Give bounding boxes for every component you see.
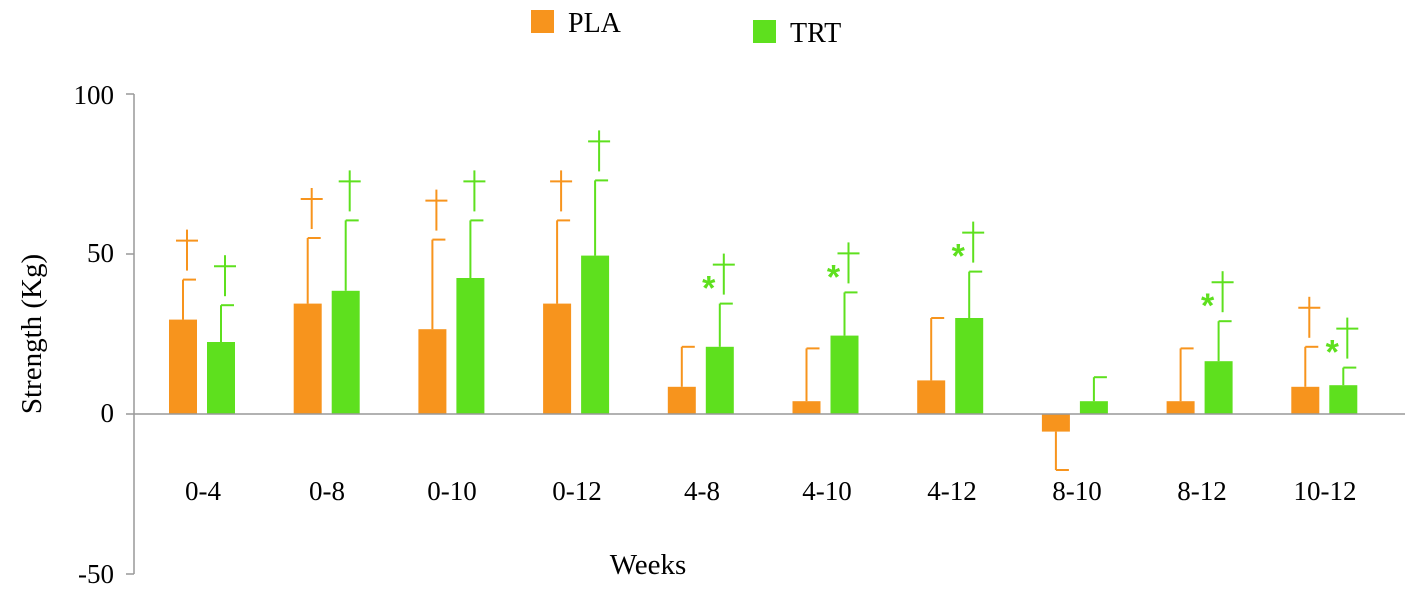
- bar-trt: [331, 290, 360, 414]
- x-axis-title: Weeks: [610, 549, 687, 581]
- category-label: 0-8: [309, 476, 345, 506]
- bar-pla: [792, 401, 821, 414]
- category-label: 0-10: [427, 476, 477, 506]
- y-tick-label: 0: [101, 398, 115, 428]
- category-label: 0-4: [185, 476, 221, 506]
- bar-trt: [705, 346, 734, 414]
- category-label: 10-12: [1294, 476, 1357, 506]
- bar-pla: [543, 303, 572, 414]
- legend-label-trt: TRT: [790, 18, 841, 49]
- category-label: 0-12: [552, 476, 602, 506]
- y-tick-label: 50: [87, 238, 114, 268]
- significance-asterisk-trt: *: [1201, 287, 1215, 325]
- axes: [126, 93, 1405, 575]
- legend-label-pla: PLA: [568, 8, 622, 39]
- category-label: 8-12: [1177, 476, 1227, 506]
- category-label: 4-12: [927, 476, 977, 506]
- y-tick-label: -50: [78, 559, 114, 589]
- bar-pla: [169, 319, 197, 414]
- y-axis-title: Strength (Kg): [16, 254, 48, 414]
- bar-trt: [830, 335, 859, 414]
- plot-area: * * * * *: [169, 130, 1359, 471]
- bar-pla: [293, 303, 322, 414]
- bar-trt: [1204, 361, 1233, 414]
- bar-trt: [1329, 385, 1358, 414]
- category-label: 4-8: [684, 476, 720, 506]
- category-label: 8-10: [1052, 476, 1102, 506]
- bar-trt: [581, 255, 610, 414]
- significance-asterisk-trt: *: [702, 270, 716, 308]
- bar-pla: [1041, 414, 1070, 432]
- bar-trt: [955, 318, 984, 414]
- y-tick-label: 100: [74, 80, 115, 110]
- bar-pla: [418, 329, 447, 414]
- bar-trt: [1079, 401, 1108, 414]
- bar-trt: [456, 278, 485, 414]
- bar-trt: [207, 342, 235, 414]
- bar-pla: [667, 386, 696, 414]
- category-label: 4-10: [802, 476, 852, 506]
- bar-pla: [1291, 386, 1320, 414]
- significance-asterisk-trt: *: [952, 238, 966, 276]
- legend-swatch-trt: [753, 20, 776, 43]
- significance-asterisk-trt: *: [1326, 334, 1340, 372]
- bar-pla: [917, 380, 946, 414]
- significance-asterisk-trt: *: [827, 258, 841, 296]
- legend: PLA TRT: [531, 8, 841, 49]
- bar-pla: [1166, 401, 1195, 414]
- legend-swatch-pla: [531, 10, 554, 33]
